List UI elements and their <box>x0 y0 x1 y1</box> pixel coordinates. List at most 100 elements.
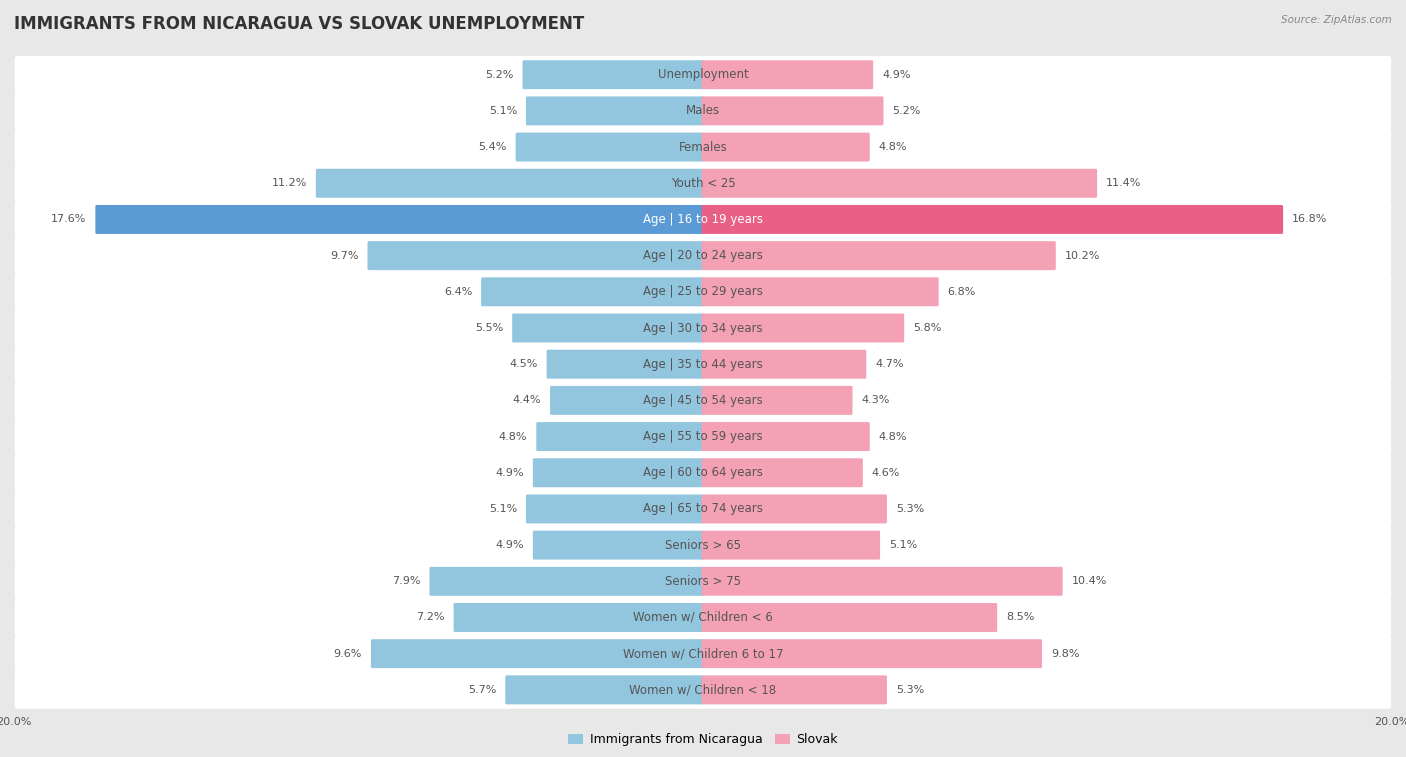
Text: Males: Males <box>686 104 720 117</box>
FancyBboxPatch shape <box>702 350 866 378</box>
FancyBboxPatch shape <box>702 96 883 126</box>
Text: Age | 25 to 29 years: Age | 25 to 29 years <box>643 285 763 298</box>
Text: 10.2%: 10.2% <box>1064 251 1099 260</box>
Text: 5.3%: 5.3% <box>896 685 924 695</box>
Text: 4.8%: 4.8% <box>499 431 527 441</box>
Text: 17.6%: 17.6% <box>51 214 86 224</box>
FancyBboxPatch shape <box>505 675 704 704</box>
Text: 6.4%: 6.4% <box>444 287 472 297</box>
FancyBboxPatch shape <box>702 61 873 89</box>
FancyBboxPatch shape <box>14 237 1392 275</box>
Text: 9.8%: 9.8% <box>1050 649 1080 659</box>
Text: 11.2%: 11.2% <box>271 178 307 188</box>
FancyBboxPatch shape <box>14 128 1392 166</box>
FancyBboxPatch shape <box>14 273 1392 310</box>
FancyBboxPatch shape <box>526 494 704 523</box>
Text: Age | 55 to 59 years: Age | 55 to 59 years <box>643 430 763 443</box>
Text: 6.8%: 6.8% <box>948 287 976 297</box>
FancyBboxPatch shape <box>533 531 704 559</box>
FancyBboxPatch shape <box>96 205 704 234</box>
FancyBboxPatch shape <box>429 567 704 596</box>
FancyBboxPatch shape <box>550 386 704 415</box>
Text: Age | 16 to 19 years: Age | 16 to 19 years <box>643 213 763 226</box>
FancyBboxPatch shape <box>702 567 1063 596</box>
Text: 4.9%: 4.9% <box>495 540 524 550</box>
FancyBboxPatch shape <box>14 599 1392 637</box>
Text: 5.4%: 5.4% <box>478 142 506 152</box>
FancyBboxPatch shape <box>371 639 704 668</box>
Text: 4.6%: 4.6% <box>872 468 900 478</box>
FancyBboxPatch shape <box>14 92 1392 129</box>
FancyBboxPatch shape <box>512 313 704 342</box>
FancyBboxPatch shape <box>702 386 852 415</box>
FancyBboxPatch shape <box>14 454 1392 491</box>
Text: Women w/ Children < 6: Women w/ Children < 6 <box>633 611 773 624</box>
FancyBboxPatch shape <box>481 277 704 307</box>
Text: 7.2%: 7.2% <box>416 612 444 622</box>
FancyBboxPatch shape <box>702 313 904 342</box>
FancyBboxPatch shape <box>702 241 1056 270</box>
Text: 5.1%: 5.1% <box>889 540 917 550</box>
FancyBboxPatch shape <box>702 639 1042 668</box>
FancyBboxPatch shape <box>14 490 1392 528</box>
Text: 4.8%: 4.8% <box>879 431 907 441</box>
Text: 7.9%: 7.9% <box>392 576 420 587</box>
Text: 5.2%: 5.2% <box>893 106 921 116</box>
FancyBboxPatch shape <box>14 56 1392 94</box>
FancyBboxPatch shape <box>14 382 1392 419</box>
Text: 5.5%: 5.5% <box>475 323 503 333</box>
Text: 4.5%: 4.5% <box>509 359 537 369</box>
FancyBboxPatch shape <box>316 169 704 198</box>
Text: Seniors > 65: Seniors > 65 <box>665 539 741 552</box>
Text: 4.4%: 4.4% <box>513 395 541 406</box>
Text: 5.8%: 5.8% <box>912 323 942 333</box>
Text: Age | 20 to 24 years: Age | 20 to 24 years <box>643 249 763 262</box>
Text: 4.7%: 4.7% <box>875 359 904 369</box>
FancyBboxPatch shape <box>516 132 704 161</box>
Text: Age | 45 to 54 years: Age | 45 to 54 years <box>643 394 763 407</box>
Text: Females: Females <box>679 141 727 154</box>
Text: IMMIGRANTS FROM NICARAGUA VS SLOVAK UNEMPLOYMENT: IMMIGRANTS FROM NICARAGUA VS SLOVAK UNEM… <box>14 15 585 33</box>
Text: 5.1%: 5.1% <box>489 504 517 514</box>
Legend: Immigrants from Nicaragua, Slovak: Immigrants from Nicaragua, Slovak <box>564 728 842 752</box>
Text: Age | 35 to 44 years: Age | 35 to 44 years <box>643 358 763 371</box>
FancyBboxPatch shape <box>14 418 1392 456</box>
FancyBboxPatch shape <box>523 61 704 89</box>
Text: 9.7%: 9.7% <box>330 251 359 260</box>
FancyBboxPatch shape <box>702 603 997 632</box>
Text: Age | 30 to 34 years: Age | 30 to 34 years <box>643 322 763 335</box>
Text: Unemployment: Unemployment <box>658 68 748 81</box>
FancyBboxPatch shape <box>702 277 939 307</box>
FancyBboxPatch shape <box>536 422 704 451</box>
FancyBboxPatch shape <box>702 458 863 488</box>
Text: Youth < 25: Youth < 25 <box>671 177 735 190</box>
Text: 5.2%: 5.2% <box>485 70 513 79</box>
Text: 10.4%: 10.4% <box>1071 576 1107 587</box>
FancyBboxPatch shape <box>14 562 1392 600</box>
Text: 8.5%: 8.5% <box>1007 612 1035 622</box>
Text: Source: ZipAtlas.com: Source: ZipAtlas.com <box>1281 15 1392 25</box>
Text: 4.3%: 4.3% <box>862 395 890 406</box>
FancyBboxPatch shape <box>702 494 887 523</box>
Text: 5.3%: 5.3% <box>896 504 924 514</box>
FancyBboxPatch shape <box>14 635 1392 672</box>
Text: Women w/ Children < 18: Women w/ Children < 18 <box>630 684 776 696</box>
FancyBboxPatch shape <box>454 603 704 632</box>
FancyBboxPatch shape <box>547 350 704 378</box>
Text: 5.7%: 5.7% <box>468 685 496 695</box>
Text: Age | 65 to 74 years: Age | 65 to 74 years <box>643 503 763 516</box>
Text: 16.8%: 16.8% <box>1292 214 1327 224</box>
FancyBboxPatch shape <box>14 671 1392 709</box>
FancyBboxPatch shape <box>702 422 870 451</box>
FancyBboxPatch shape <box>526 96 704 126</box>
Text: 4.9%: 4.9% <box>882 70 911 79</box>
Text: Age | 60 to 64 years: Age | 60 to 64 years <box>643 466 763 479</box>
FancyBboxPatch shape <box>702 675 887 704</box>
FancyBboxPatch shape <box>533 458 704 488</box>
FancyBboxPatch shape <box>14 526 1392 564</box>
FancyBboxPatch shape <box>702 132 870 161</box>
Text: 11.4%: 11.4% <box>1107 178 1142 188</box>
FancyBboxPatch shape <box>14 309 1392 347</box>
FancyBboxPatch shape <box>14 345 1392 383</box>
Text: 5.1%: 5.1% <box>489 106 517 116</box>
